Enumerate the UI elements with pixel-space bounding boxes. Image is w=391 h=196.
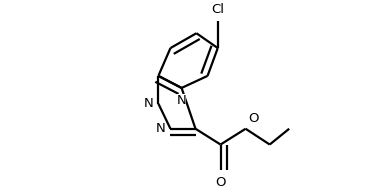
Text: N: N	[144, 97, 154, 110]
Text: N: N	[156, 122, 166, 135]
Text: Cl: Cl	[211, 3, 224, 16]
Text: O: O	[248, 112, 259, 125]
Text: N: N	[177, 93, 187, 106]
Text: O: O	[215, 176, 226, 189]
